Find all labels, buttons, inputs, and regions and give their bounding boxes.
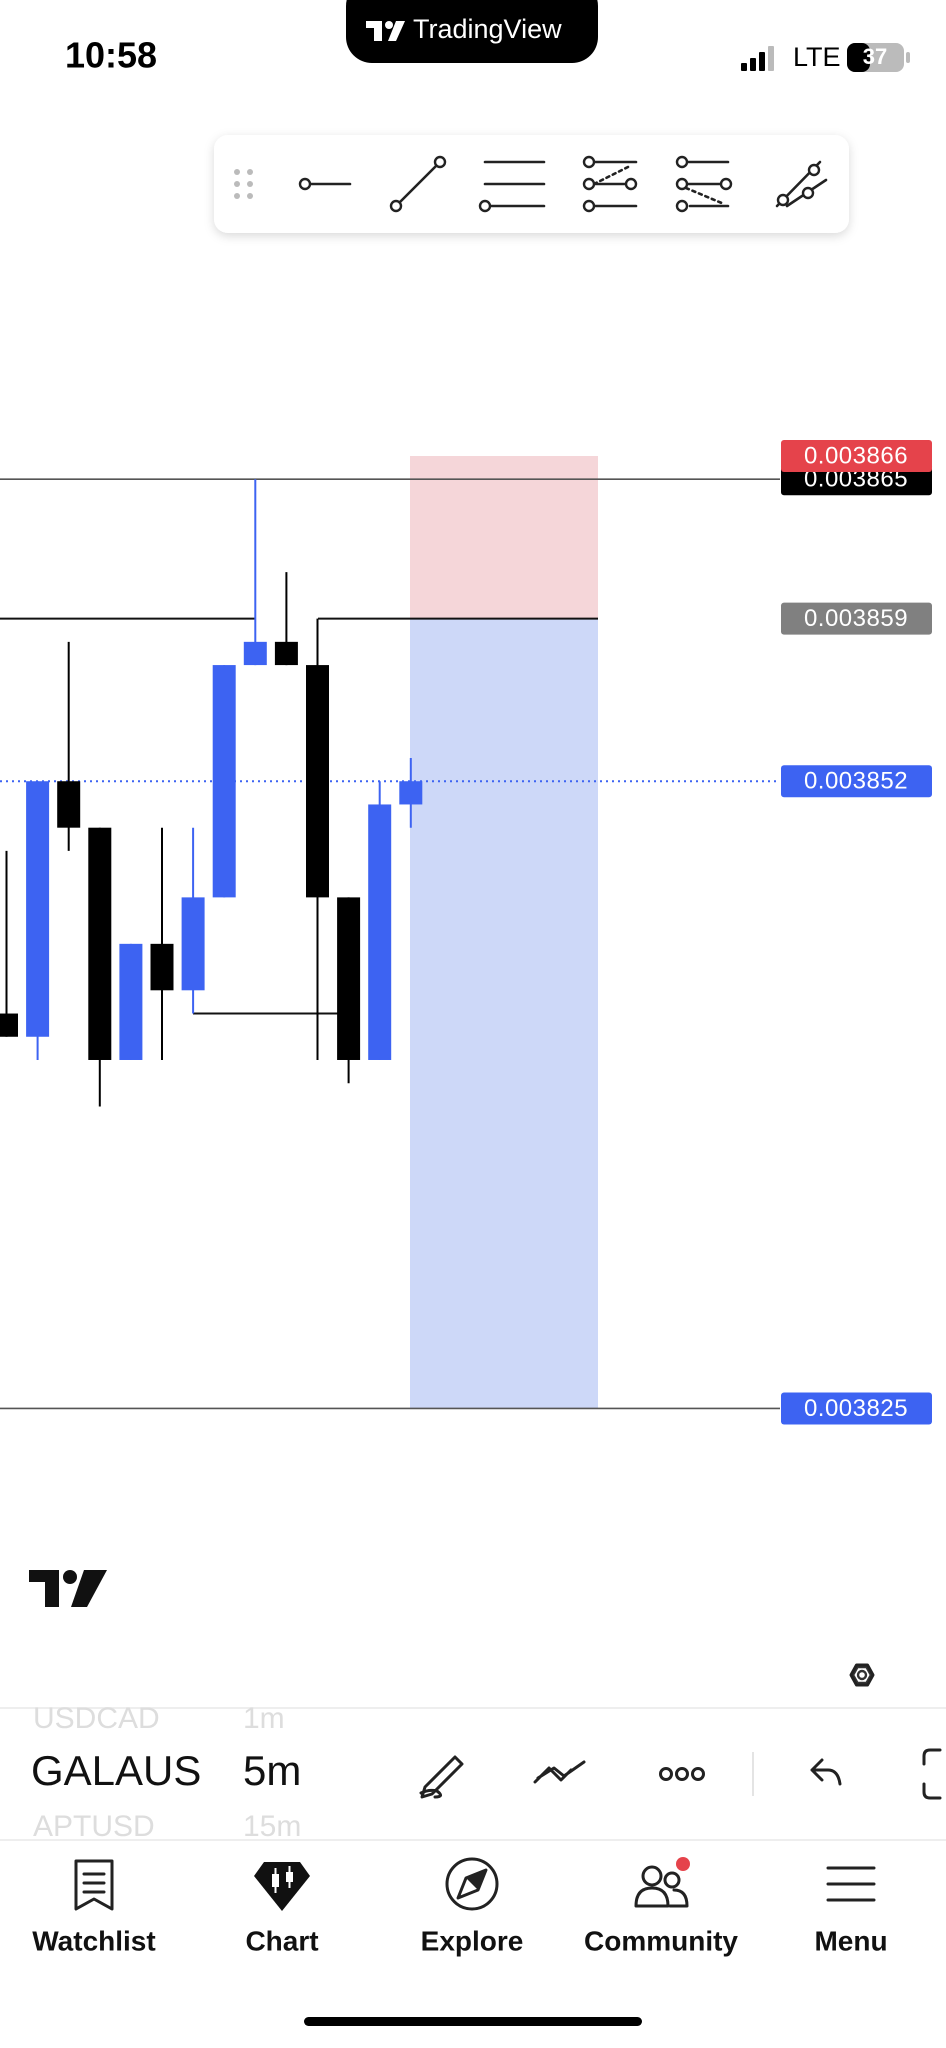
price-label-box bbox=[781, 440, 932, 473]
tool-fib-extension[interactable] bbox=[675, 155, 733, 213]
position-risk-zone bbox=[410, 456, 598, 619]
fullscreen-button[interactable] bbox=[922, 1748, 942, 1800]
status-time: 10:58 bbox=[65, 35, 157, 76]
nav-explore[interactable]: Explore bbox=[421, 1857, 524, 1956]
tool-trend-line[interactable] bbox=[389, 155, 447, 213]
candle-body bbox=[306, 665, 329, 898]
battery-icon: 37 bbox=[847, 43, 910, 72]
price-label-box bbox=[781, 765, 932, 798]
candle-body bbox=[150, 943, 174, 991]
tool-pitchfork[interactable] bbox=[775, 160, 828, 208]
tool-horizontal-ray[interactable] bbox=[298, 177, 352, 191]
nav-label[interactable]: Community bbox=[584, 1925, 738, 1956]
app-badge bbox=[346, 0, 598, 63]
interval-option[interactable]: 1m bbox=[243, 1702, 285, 1735]
nav-label[interactable]: Explore bbox=[421, 1925, 524, 1956]
price-label: 0.003859 bbox=[804, 605, 908, 632]
position-reward-zone bbox=[410, 618, 598, 1409]
battery-level: 37 bbox=[863, 44, 887, 69]
candle-body bbox=[399, 781, 423, 805]
drawing-toolbar bbox=[214, 135, 849, 233]
nav-menu[interactable]: Menu bbox=[814, 1866, 888, 1956]
interval-option[interactable]: 15m bbox=[243, 1810, 301, 1843]
chart-area[interactable] bbox=[0, 456, 780, 1410]
nav-label[interactable]: Menu bbox=[814, 1925, 887, 1956]
candle-body bbox=[243, 641, 267, 666]
candle-body bbox=[337, 897, 361, 1060]
price-label-box bbox=[781, 602, 932, 635]
price-label: 0.003825 bbox=[804, 1395, 908, 1422]
candle-body bbox=[119, 943, 143, 1060]
nav-label[interactable]: Watchlist bbox=[32, 1925, 155, 1956]
indicators-button[interactable] bbox=[533, 1760, 586, 1784]
nav-watchlist[interactable]: Watchlist bbox=[32, 1859, 156, 1956]
symbol-option[interactable]: USDCAD bbox=[33, 1702, 160, 1735]
candle-body bbox=[181, 897, 205, 991]
candle-body bbox=[88, 827, 112, 1060]
settings-icon[interactable] bbox=[849, 1663, 875, 1687]
tv-logo-small bbox=[366, 21, 405, 41]
signal-icon bbox=[741, 46, 774, 71]
network-type: LTE bbox=[793, 42, 841, 72]
undo-button[interactable] bbox=[810, 1758, 842, 1786]
tool-parallel-channel[interactable] bbox=[478, 160, 546, 213]
tool-fib-retracement[interactable] bbox=[582, 155, 638, 213]
candle-body bbox=[57, 781, 81, 828]
candle-body bbox=[0, 1013, 18, 1037]
interval-picker[interactable]: 1m 5m 15m bbox=[243, 1702, 301, 1843]
price-label: 0.003852 bbox=[804, 768, 908, 795]
symbol-picker[interactable]: USDCAD GALAUS APTUSD bbox=[31, 1702, 201, 1843]
draw-button[interactable] bbox=[419, 1755, 464, 1799]
app-badge-text: TradingView bbox=[413, 14, 562, 44]
nav-chart[interactable]: Chart bbox=[245, 1862, 319, 1956]
symbol-selected[interactable]: GALAUS bbox=[31, 1747, 201, 1794]
price-label: 0.003866 bbox=[804, 442, 908, 469]
symbol-option[interactable]: APTUSD bbox=[33, 1810, 155, 1843]
home-indicator bbox=[304, 2017, 642, 2026]
candle-body bbox=[212, 665, 236, 898]
nav-community[interactable]: Community bbox=[584, 1857, 738, 1956]
candle-body bbox=[274, 641, 298, 666]
price-label-box bbox=[781, 1392, 932, 1425]
interval-selected[interactable]: 5m bbox=[243, 1747, 301, 1794]
nav-label[interactable]: Chart bbox=[245, 1925, 318, 1956]
candle-body bbox=[368, 804, 392, 1060]
candle-body bbox=[26, 781, 50, 1037]
tv-watermark bbox=[29, 1570, 107, 1607]
more-button[interactable] bbox=[659, 1767, 705, 1781]
drag-handle[interactable] bbox=[234, 169, 253, 199]
